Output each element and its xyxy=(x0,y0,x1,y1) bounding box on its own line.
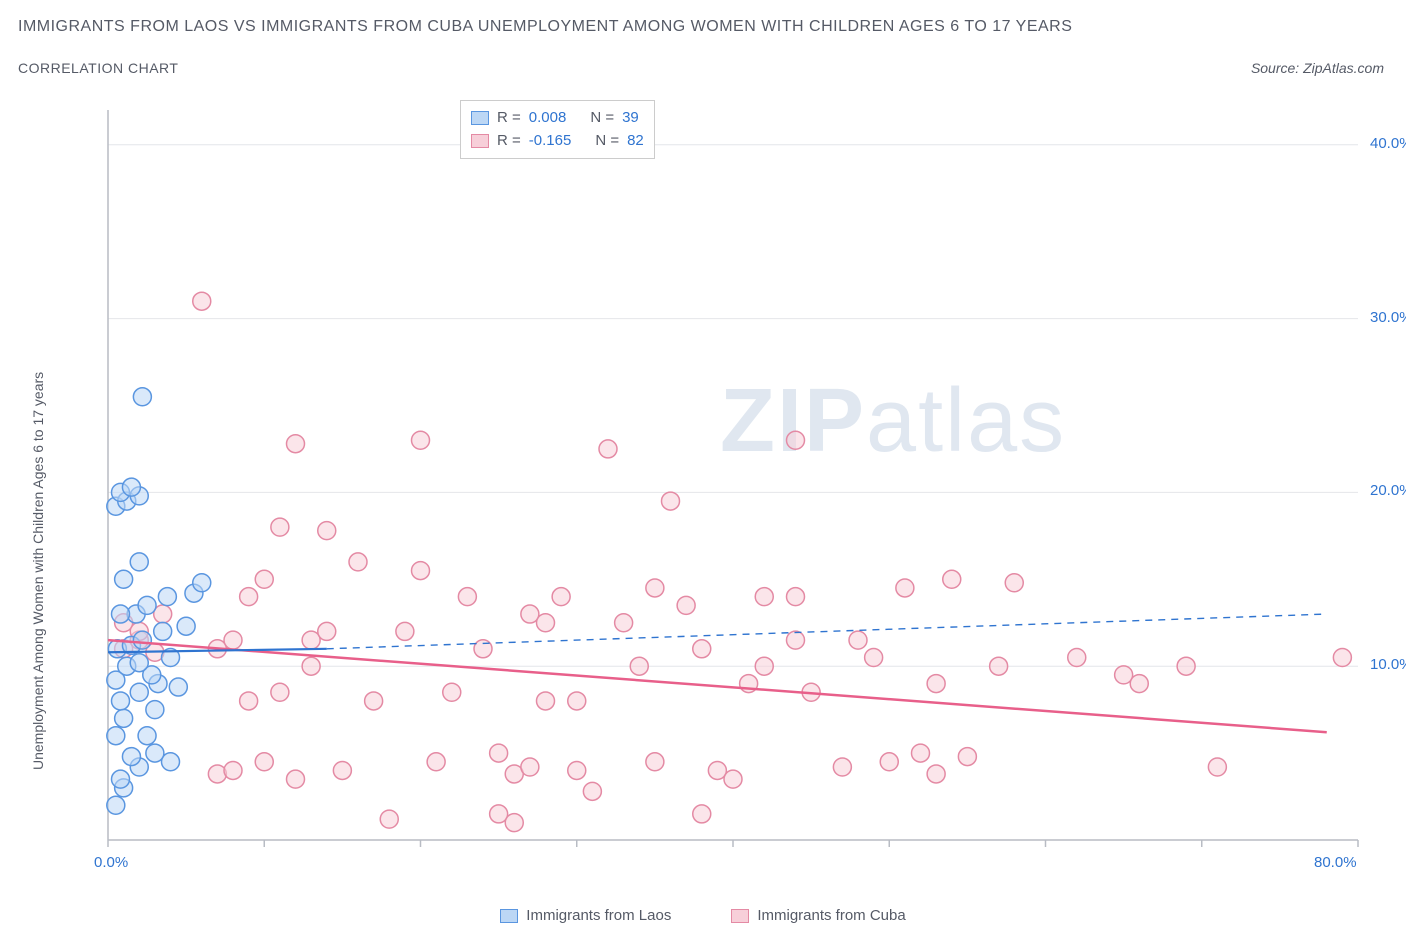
n-label: N = xyxy=(590,107,614,130)
r-label: R = xyxy=(497,130,521,153)
x-tick-label: 80.0% xyxy=(1314,854,1357,871)
n-value-cuba: 82 xyxy=(627,130,644,153)
page-title: IMMIGRANTS FROM LAOS VS IMMIGRANTS FROM … xyxy=(18,18,1072,36)
y-tick-label: 40.0% xyxy=(1370,135,1406,152)
swatch-laos xyxy=(500,909,518,923)
y-axis-label: Unemployment Among Women with Children A… xyxy=(30,70,46,770)
y-tick-label: 20.0% xyxy=(1370,482,1406,499)
chart-area xyxy=(48,100,1388,870)
swatch-cuba xyxy=(471,134,489,148)
r-label: R = xyxy=(497,107,521,130)
legend-label-laos: Immigrants from Laos xyxy=(526,907,671,924)
legend-item-laos: Immigrants from Laos xyxy=(500,907,671,924)
y-tick-label: 10.0% xyxy=(1370,656,1406,673)
y-tick-label: 30.0% xyxy=(1370,309,1406,326)
n-label: N = xyxy=(595,130,619,153)
scatter-chart xyxy=(48,100,1388,870)
legend-item-cuba: Immigrants from Cuba xyxy=(731,907,905,924)
r-value-cuba: -0.165 xyxy=(529,130,572,153)
source-credit: Source: ZipAtlas.com xyxy=(1251,60,1384,76)
legend-series: Immigrants from Laos Immigrants from Cub… xyxy=(0,907,1406,924)
legend-row-cuba: R = -0.165 N = 82 xyxy=(471,130,644,153)
x-tick-label: 0.0% xyxy=(94,854,128,871)
r-value-laos: 0.008 xyxy=(529,107,567,130)
swatch-cuba xyxy=(731,909,749,923)
legend-row-laos: R = 0.008 N = 39 xyxy=(471,107,644,130)
n-value-laos: 39 xyxy=(622,107,639,130)
legend-correlation: R = 0.008 N = 39 R = -0.165 N = 82 xyxy=(460,100,655,159)
swatch-laos xyxy=(471,111,489,125)
legend-label-cuba: Immigrants from Cuba xyxy=(757,907,905,924)
